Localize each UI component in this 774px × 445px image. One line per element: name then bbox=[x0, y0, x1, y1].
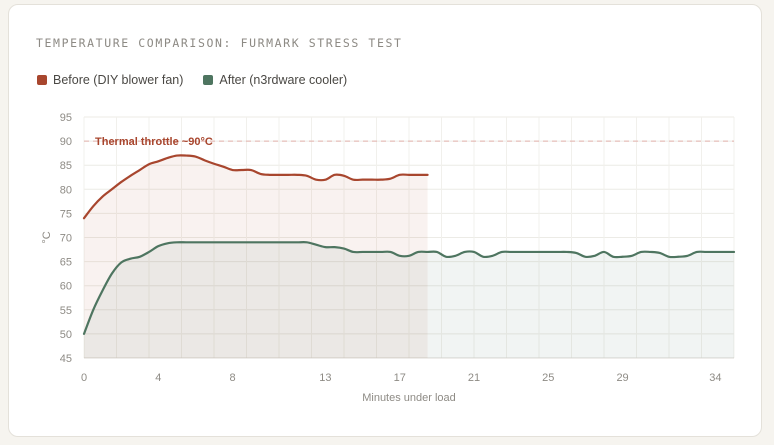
legend-label-after: After (n3rdware cooler) bbox=[219, 73, 348, 87]
y-axis-label: °C bbox=[41, 231, 53, 243]
y-tick-label: 50 bbox=[60, 329, 72, 341]
y-tick-label: 95 bbox=[60, 112, 72, 124]
legend-label-before: Before (DIY blower fan) bbox=[53, 73, 184, 87]
series-line-1 bbox=[82, 241, 736, 335]
x-tick-label: 29 bbox=[616, 372, 628, 384]
y-tick-label: 75 bbox=[60, 208, 72, 220]
y-tick-label: 55 bbox=[60, 305, 72, 317]
y-tick-label: 90 bbox=[60, 136, 72, 148]
x-axis-label: Minutes under load bbox=[362, 392, 456, 404]
x-tick-label: 25 bbox=[542, 372, 554, 384]
legend-swatch-before bbox=[37, 75, 47, 85]
x-tick-label: 8 bbox=[230, 372, 236, 384]
chart-title: TEMPERATURE COMPARISON: FURMARK STRESS T… bbox=[36, 36, 403, 50]
y-tick-label: 85 bbox=[60, 160, 72, 172]
legend-item-before[interactable]: Before (DIY blower fan) bbox=[37, 73, 183, 87]
y-tick-label: 60 bbox=[60, 281, 72, 293]
series-area-1 bbox=[84, 242, 734, 358]
x-tick-label: 17 bbox=[394, 372, 406, 384]
legend-swatch-after bbox=[203, 75, 214, 85]
threshold-label: Thermal throttle ~90°C bbox=[95, 136, 213, 148]
x-tick-label: 13 bbox=[319, 372, 331, 384]
x-tick-label: 34 bbox=[709, 372, 721, 384]
legend: Before (DIY blower fan) After (n3rdware … bbox=[37, 73, 367, 87]
x-tick-label: 4 bbox=[155, 372, 161, 384]
y-tick-label: 65 bbox=[60, 257, 72, 269]
y-tick-label: 80 bbox=[60, 184, 72, 196]
y-tick-label: 70 bbox=[60, 233, 72, 245]
series-area-0 bbox=[84, 155, 428, 358]
x-tick-label: 21 bbox=[468, 372, 480, 384]
legend-item-after[interactable]: After (n3rdware cooler) bbox=[203, 73, 347, 87]
series-line-0 bbox=[82, 154, 429, 220]
x-tick-label: 0 bbox=[81, 372, 87, 384]
y-tick-label: 45 bbox=[60, 353, 72, 365]
